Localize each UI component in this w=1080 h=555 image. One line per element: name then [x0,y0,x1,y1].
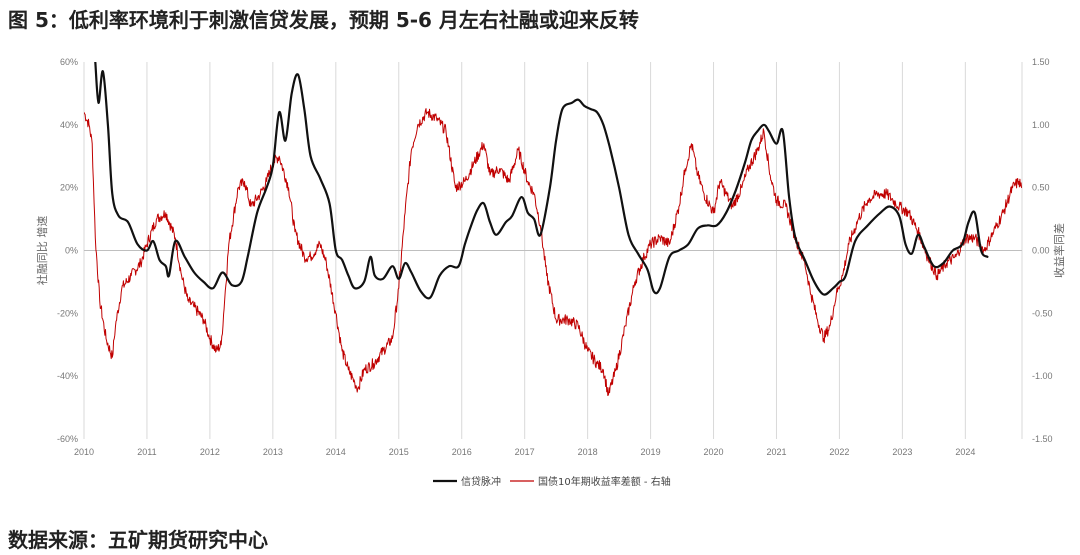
x-tick: 2018 [578,447,598,457]
legend-label: 信贷脉冲 [461,475,501,488]
y-tick-left: -40% [57,371,78,381]
right-axis-ticks: 1.50 1.00 0.50 0.00 -0.50 -1.00 -1.50 [1032,57,1053,444]
y-tick-right: 0.00 [1032,246,1050,256]
line-yield-diff [84,108,1022,396]
legend: 信贷脉冲 国债10年期收益率差额 - 右轴 [433,475,671,488]
x-tick: 2021 [766,447,786,457]
y-tick-right: -1.00 [1032,371,1053,381]
x-tick: 2024 [955,447,975,457]
x-tick: 2015 [389,447,409,457]
line-credit-impulse [94,62,989,300]
x-tick: 2020 [704,447,724,457]
y-tick-left: -20% [57,308,78,318]
series-credit-impulse [94,62,989,300]
y-axis-label-right: 收益率同差 [1052,223,1066,278]
x-tick: 2022 [829,447,849,457]
y-tick-left: 60% [60,57,78,67]
legend-label: 国债10年期收益率差额 - 右轴 [538,475,671,488]
y-tick-right: -0.50 [1032,308,1053,318]
y-tick-left: 0% [65,246,78,256]
x-axis-ticks: 2010 2011 2012 2013 2014 2015 2016 2017 2018 2019… [74,447,975,457]
x-tick: 2023 [892,447,912,457]
x-tick: 2010 [74,447,94,457]
x-tick: 2013 [263,447,283,457]
y-tick-right: 1.50 [1032,57,1050,67]
x-tick: 2017 [515,447,535,457]
x-tick: 2019 [641,447,661,457]
figure-title: 图 5：低利率环境利于刺激信贷发展，预期 5-6 月左右社融或迎来反转 [8,8,639,32]
series-layer [84,62,1022,396]
series-yield-diff [84,108,1022,396]
x-tick: 2014 [326,447,346,457]
y-tick-left: 40% [60,120,78,130]
y-axis-label-left: 社融同比 增速 [35,216,49,286]
y-tick-right: -1.50 [1032,434,1053,444]
y-tick-left: -60% [57,434,78,444]
x-tick: 2012 [200,447,220,457]
left-axis-ticks: 60% 40% 20% 0% -20% -40% -60% [57,57,78,444]
x-tick: 2011 [137,447,156,457]
y-tick-right: 1.00 [1032,120,1050,130]
x-tick: 2016 [452,447,472,457]
y-tick-right: 0.50 [1032,183,1050,193]
y-tick-left: 20% [60,183,78,193]
source-note: 数据来源：五矿期货研究中心 [8,528,268,552]
